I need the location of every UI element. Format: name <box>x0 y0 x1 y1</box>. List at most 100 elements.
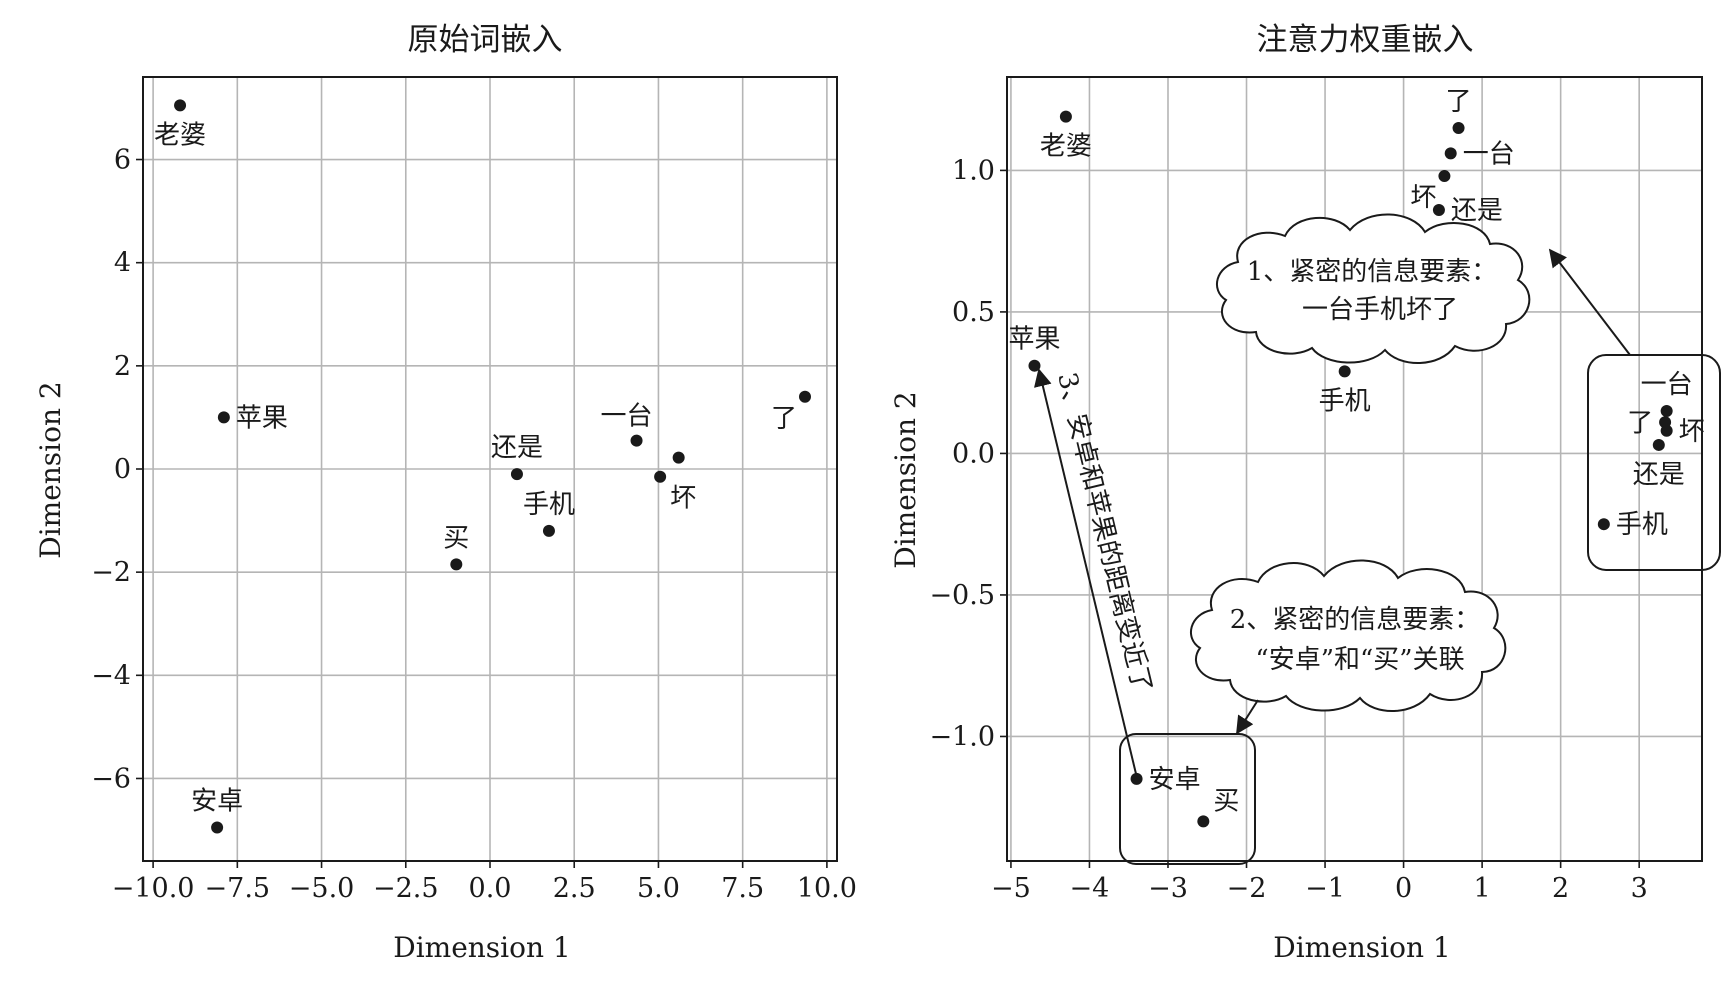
left-grid <box>143 77 837 861</box>
right-point-label: 一台 <box>1641 370 1693 400</box>
left-point-label: 坏 <box>670 484 696 514</box>
left-x-tick-label: −10.0 <box>112 873 195 904</box>
right-tick-labels: −5 −4 −3 −2 −1 0 1 2 3 −1.0 −0.5 0.0 0.5 1.0 <box>929 155 1647 904</box>
arrow-3-label: 3、安卓和苹果的距离变近了 <box>1051 370 1157 696</box>
right-data-point <box>1652 438 1665 451</box>
right-point-label: 苹果 <box>1008 325 1060 355</box>
cluster-box-right-group <box>1587 354 1721 571</box>
right-x-tick-label: −1 <box>1305 873 1345 904</box>
right-data-point <box>1452 121 1465 134</box>
left-y-tick-label: 0 <box>114 454 131 485</box>
left-x-tick-label: 10.0 <box>797 873 857 904</box>
left-x-tick-label: 0.0 <box>469 873 512 904</box>
left-x-tick-label: 7.5 <box>721 873 764 904</box>
left-point-label: 安卓 <box>191 786 243 816</box>
left-point-label: 买 <box>443 523 469 553</box>
left-point-label: 手机 <box>523 490 575 520</box>
right-point-label: 手机 <box>1616 510 1668 540</box>
left-x-tick-label: 2.5 <box>553 873 596 904</box>
right-y-tick-label: −0.5 <box>929 580 995 611</box>
right-x-tick-label: −5 <box>991 873 1031 904</box>
right-data-point <box>1660 424 1673 437</box>
left-point-label: 还是 <box>491 433 543 463</box>
cloud-1-line-2: 一台手机坏了 <box>1302 295 1458 325</box>
right-data-point <box>1432 204 1445 217</box>
cloud-callout-2: 2、紧密的信息要素： “安卓”和“买”关联 <box>1190 559 1507 712</box>
left-y-tick-label: −6 <box>91 763 131 794</box>
left-x-tick-label: −5.0 <box>289 873 355 904</box>
right-data-point <box>1597 518 1610 531</box>
right-x-tick-label: 0 <box>1395 873 1412 904</box>
right-x-tick-label: −2 <box>1227 873 1267 904</box>
right-x-tick-label: 1 <box>1474 873 1491 904</box>
right-data-point <box>1059 110 1072 123</box>
left-data-point <box>510 468 523 481</box>
right-chart-panel: 注意力权重嵌入 1、紧密的信息要素： 一台手机坏了 2、紧密的信息要素： “安卓… <box>889 22 1721 964</box>
right-point-label: 手机 <box>1319 386 1371 416</box>
left-x-tick-label: −7.5 <box>205 873 271 904</box>
left-data-point <box>542 524 555 537</box>
right-y-axis-title: Dimension 2 <box>889 391 922 569</box>
right-point-label: 坏 <box>1410 183 1436 213</box>
left-y-tick-label: 4 <box>114 248 131 279</box>
right-data-point <box>1660 404 1673 417</box>
right-chart-title: 注意力权重嵌入 <box>1257 22 1474 58</box>
left-y-tick-label: 2 <box>114 351 131 382</box>
left-point-label: 了 <box>771 404 797 434</box>
arrow-from-cloud-2 <box>1236 699 1259 735</box>
left-data-point <box>630 434 643 447</box>
cloud-2-line-2: “安卓”和“买”关联 <box>1255 645 1464 675</box>
right-y-tick-label: −1.0 <box>929 721 995 752</box>
right-plot-frame <box>1006 76 1703 862</box>
right-point-label: 还是 <box>1451 196 1503 226</box>
left-y-tick-label: 6 <box>114 145 131 176</box>
right-point-label: 买 <box>1213 786 1239 816</box>
left-data-point <box>798 390 811 403</box>
right-data-point <box>1028 359 1041 372</box>
right-data-point <box>1197 815 1210 828</box>
right-point-label: 安卓 <box>1149 765 1201 795</box>
arrow-android-to-apple <box>1034 368 1138 779</box>
left-point-label: 老婆 <box>154 120 206 150</box>
left-x-tick-label: 5.0 <box>637 873 680 904</box>
right-point-label: 老婆 <box>1040 132 1092 162</box>
left-y-tick-label: −2 <box>91 557 131 588</box>
left-data-point <box>672 451 685 464</box>
right-point-label: 坏 <box>1679 417 1705 447</box>
left-data-point <box>174 99 187 112</box>
left-x-axis-title: Dimension 1 <box>393 931 571 964</box>
cluster-box-bottom-group <box>1119 733 1256 865</box>
left-point-label: 一台 <box>601 402 653 432</box>
cloud-callout-1: 1、紧密的信息要素： 一台手机坏了 <box>1216 213 1531 364</box>
left-data-point <box>217 411 230 424</box>
right-y-tick-label: 0.5 <box>952 297 995 328</box>
right-data-point <box>1438 170 1451 183</box>
left-point-label: 苹果 <box>236 403 288 433</box>
right-point-label: 一台 <box>1463 139 1515 169</box>
left-tick-labels: −10.0 −7.5 −5.0 −2.5 0.0 2.5 5.0 7.5 10.0 −6 −4 −2 0… <box>91 145 857 904</box>
right-y-tick-label: 1.0 <box>952 155 995 186</box>
arrow-to-cloud-1 <box>1548 248 1631 356</box>
right-x-tick-label: −4 <box>1070 873 1110 904</box>
right-x-tick-label: −3 <box>1148 873 1188 904</box>
right-x-tick-label: 3 <box>1631 873 1648 904</box>
left-y-tick-label: −4 <box>91 660 131 691</box>
right-data-point <box>1444 147 1457 160</box>
right-point-label: 了 <box>1446 87 1472 117</box>
left-data-point <box>211 821 224 834</box>
right-point-label: 了 <box>1627 408 1653 438</box>
left-data-point <box>654 470 667 483</box>
right-x-axis-title: Dimension 1 <box>1273 931 1451 964</box>
left-chart-title: 原始词嵌入 <box>408 22 563 58</box>
left-data-point <box>450 558 463 571</box>
right-y-tick-label: 0.0 <box>952 438 995 469</box>
left-y-axis-title: Dimension 2 <box>34 381 67 559</box>
right-grid <box>1007 77 1702 861</box>
right-point-label: 还是 <box>1633 460 1685 490</box>
left-x-tick-label: −2.5 <box>373 873 439 904</box>
right-data-point <box>1130 772 1143 785</box>
